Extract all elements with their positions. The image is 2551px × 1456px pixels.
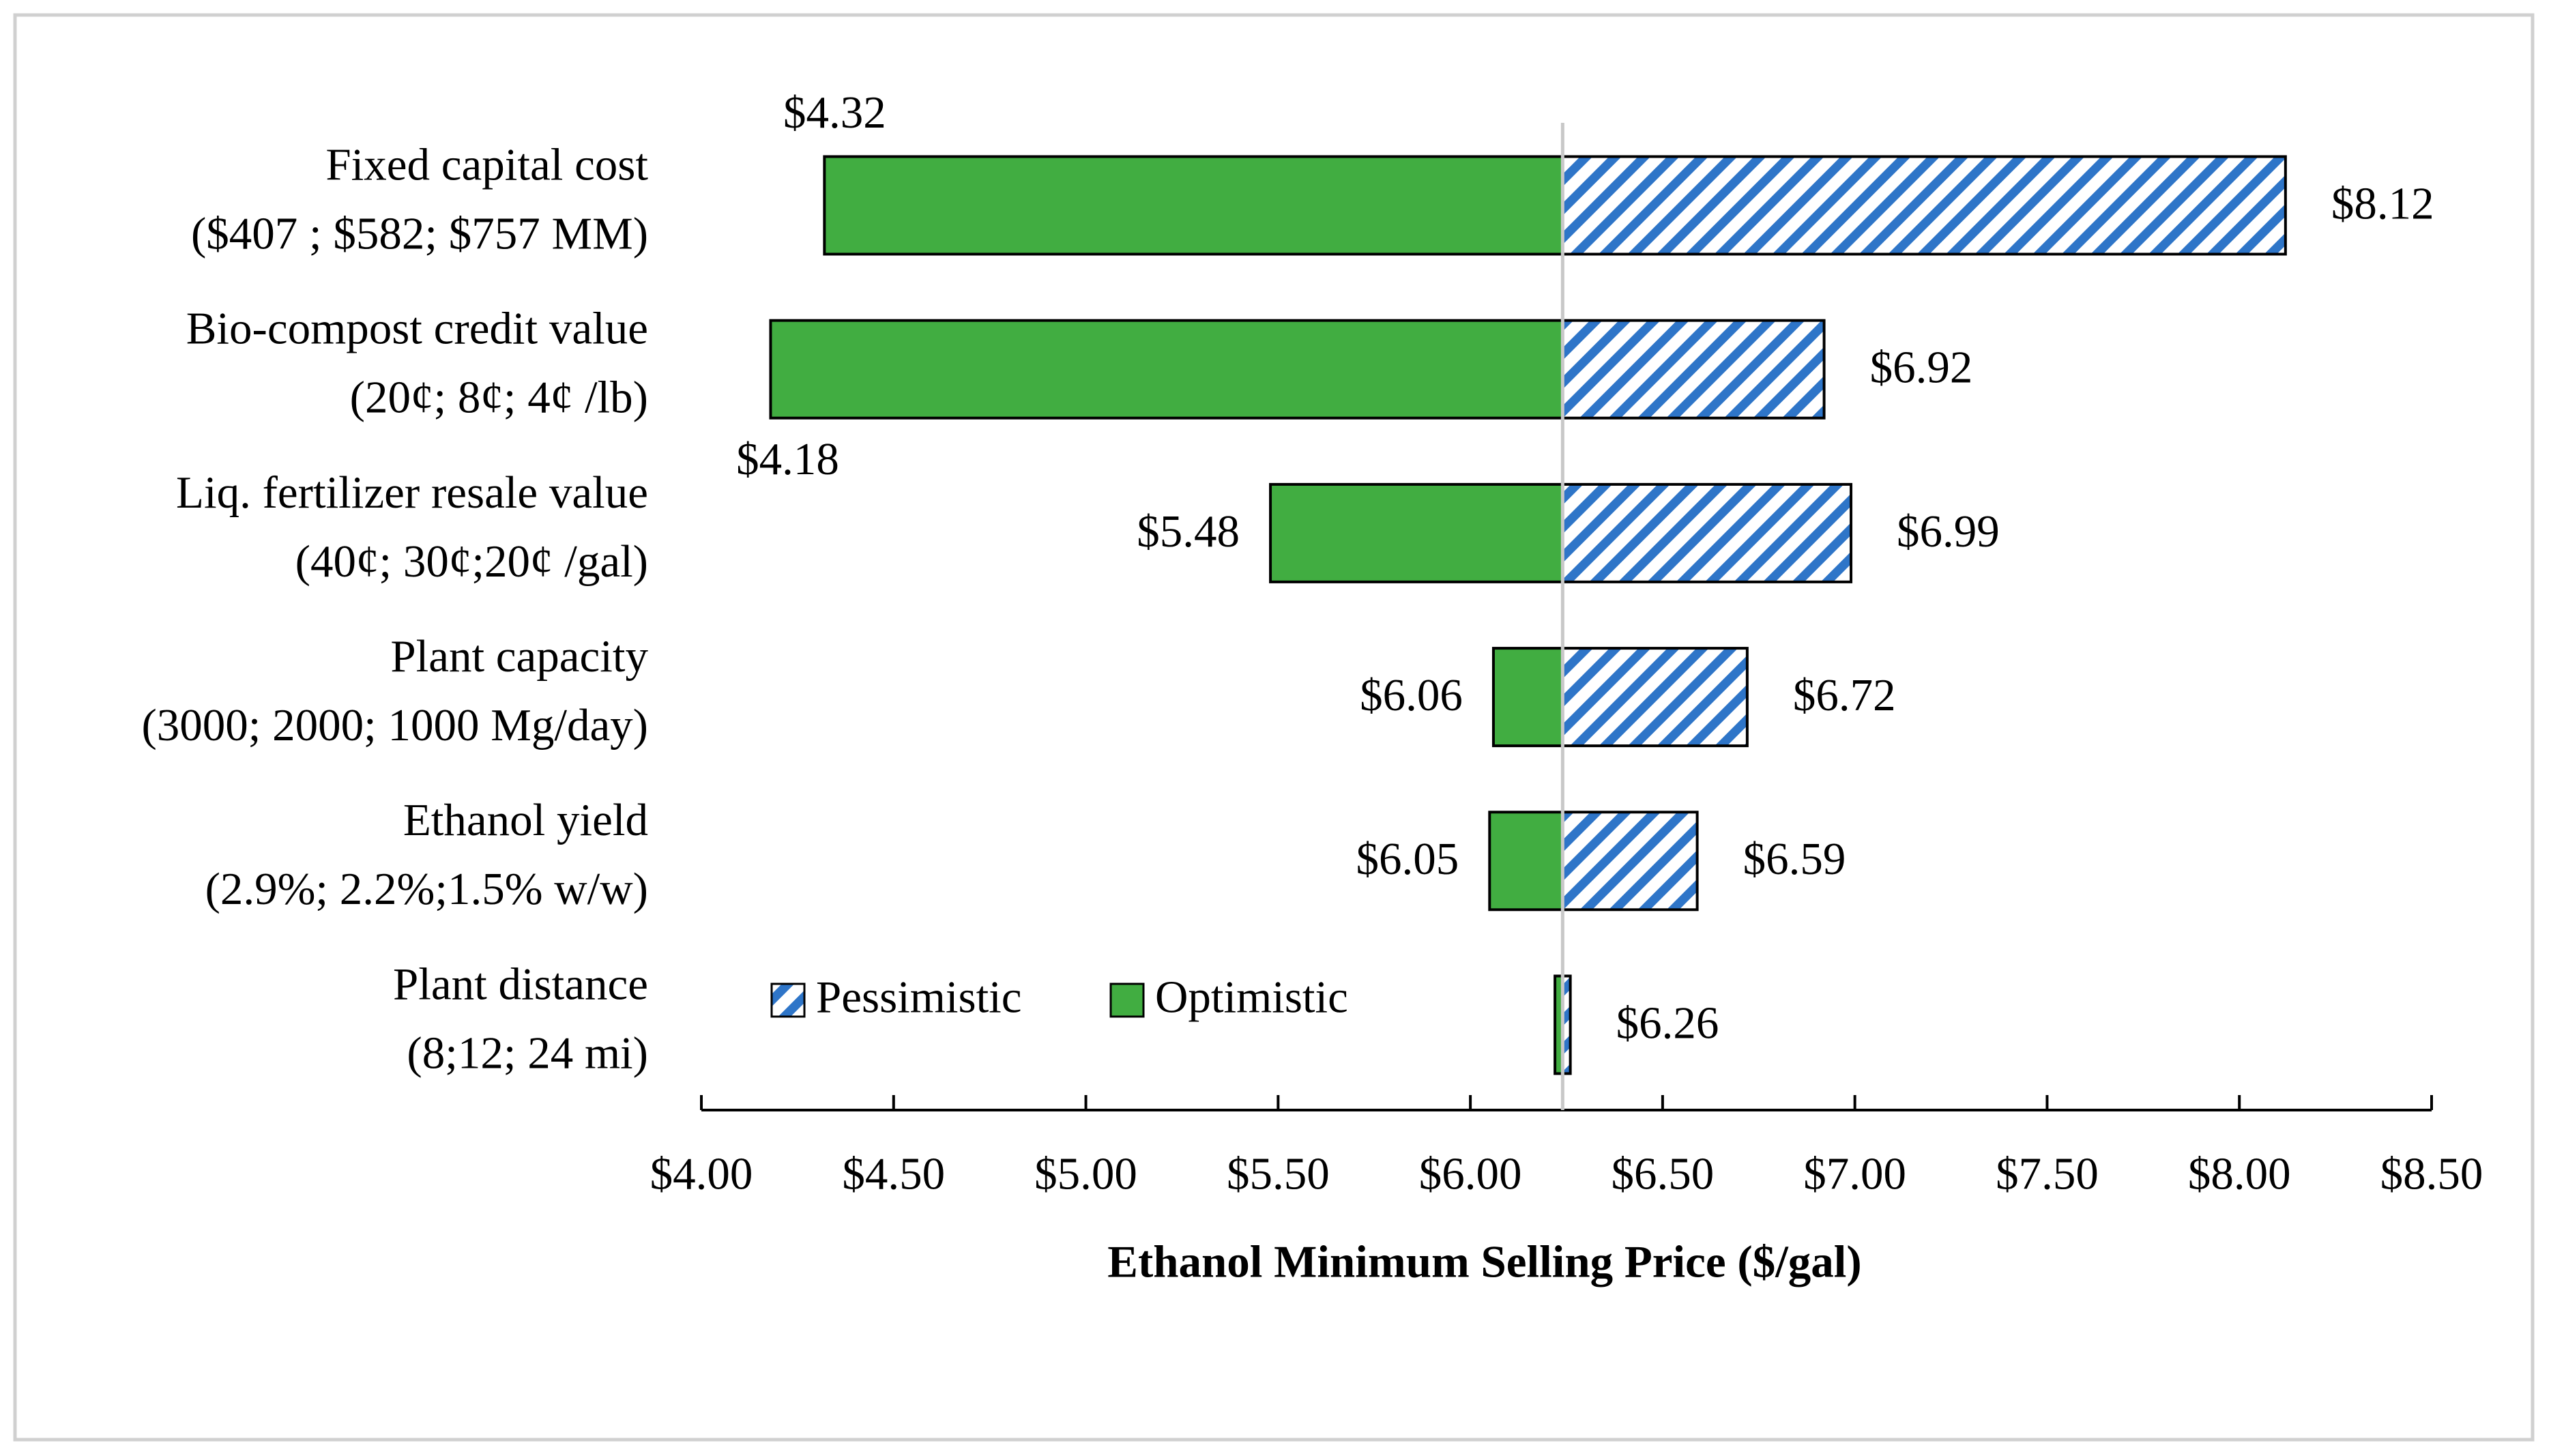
legend-label: Pessimistic: [816, 972, 1022, 1022]
x-tick-label: $8.50: [2380, 1148, 2483, 1199]
optimistic-bar: [1491, 647, 1564, 748]
category-label: Bio-compost credit value: [186, 304, 648, 354]
category-label: ($407 ; $582; $757 MM): [191, 208, 648, 259]
value-label: $6.72: [1793, 670, 1896, 720]
value-label: $6.26: [1616, 998, 1719, 1048]
value-label: $6.92: [1870, 343, 1973, 393]
category-label: Plant distance: [393, 959, 648, 1009]
x-tick-label: $4.00: [650, 1148, 753, 1199]
pessimistic-bar: [1561, 811, 1699, 912]
value-label: $8.12: [2331, 178, 2434, 229]
x-tick-label: $7.50: [1996, 1148, 2099, 1199]
x-tick-label: $5.00: [1034, 1148, 1137, 1199]
optimistic-bar: [1269, 482, 1564, 583]
value-label: $4.32: [783, 87, 886, 138]
pessimistic-bar: [1561, 482, 1853, 583]
optimistic-bar: [1488, 811, 1564, 912]
legend-label: Optimistic: [1155, 972, 1348, 1022]
category-label: Fixed capital cost: [325, 139, 648, 190]
value-label: $5.48: [1137, 506, 1240, 557]
value-label: $6.59: [1743, 834, 1846, 884]
category-label: (20¢; 8¢; 4¢ /lb): [350, 373, 648, 423]
x-axis-label: Ethanol Minimum Selling Price ($/gal): [1107, 1236, 1861, 1287]
value-label: $6.06: [1360, 670, 1463, 720]
x-tick-label: $6.00: [1419, 1148, 1522, 1199]
legend-swatch: [1109, 982, 1145, 1018]
category-label: (8;12; 24 mi): [407, 1028, 648, 1078]
category-label: Plant capacity: [390, 631, 648, 682]
x-tick-label: $6.50: [1612, 1148, 1715, 1199]
pessimistic-bar: [1561, 647, 1749, 748]
x-tick-label: $8.00: [2188, 1148, 2291, 1199]
category-label: Ethanol yield: [403, 795, 648, 845]
pessimistic-bar: [1561, 155, 2287, 256]
x-tick-label: $7.00: [1803, 1148, 1906, 1199]
value-label: $6.05: [1356, 834, 1459, 884]
value-label: $4.18: [736, 434, 839, 484]
category-label: Liq. fertilizer resale value: [176, 467, 648, 518]
category-label: (3000; 2000; 1000 Mg/day): [141, 700, 648, 751]
category-label: (2.9%; 2.2%;1.5% w/w): [205, 864, 648, 914]
x-tick-label: $5.50: [1227, 1148, 1330, 1199]
value-label: $6.99: [1897, 506, 2000, 557]
category-label: (40¢; 30¢;20¢ /gal): [295, 536, 648, 587]
optimistic-bar: [823, 155, 1564, 256]
legend-swatch: [770, 982, 806, 1018]
pessimistic-bar: [1561, 319, 1826, 420]
optimistic-bar: [769, 319, 1564, 420]
x-tick-label: $4.50: [842, 1148, 945, 1199]
